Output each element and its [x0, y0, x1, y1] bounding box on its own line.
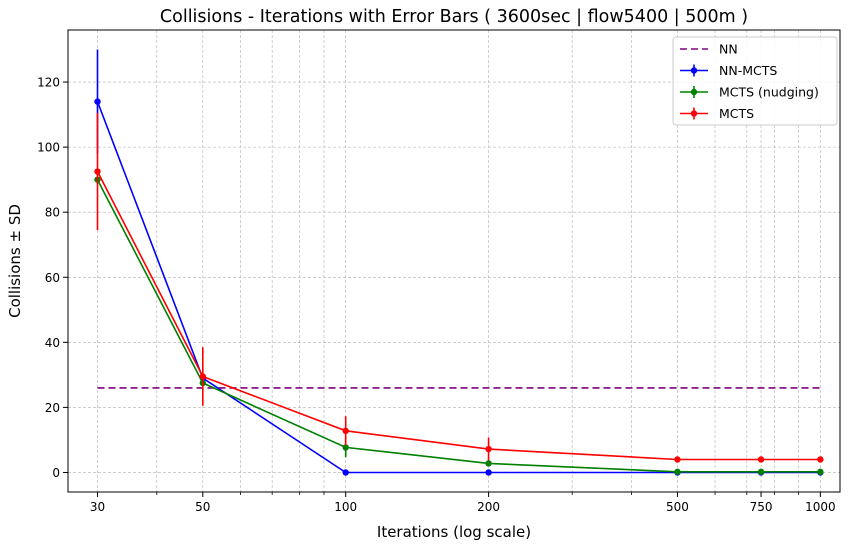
x-tick-label: 50: [195, 500, 210, 514]
plot-series: [94, 49, 824, 476]
legend-marker: [690, 110, 698, 117]
data-point: [94, 98, 101, 105]
data-point: [757, 456, 765, 463]
data-point: [485, 469, 492, 476]
data-point: [674, 468, 681, 476]
y-tick-label: 60: [45, 271, 60, 285]
data-point: [199, 373, 207, 380]
x-tick-label: 100: [334, 500, 357, 514]
data-point: [342, 427, 349, 435]
data-point: [94, 168, 101, 175]
y-tick-label: 0: [52, 466, 60, 480]
x-axis-label: Iterations (log scale): [377, 523, 531, 541]
y-tick-label: 120: [37, 76, 60, 90]
data-point: [485, 445, 492, 453]
series-line: [96, 101, 821, 474]
legend-label: MCTS (nudging): [719, 85, 819, 100]
x-tick-label: 30: [90, 500, 105, 514]
legend-label: MCTS: [719, 106, 754, 121]
y-tick-label: 80: [45, 206, 60, 220]
legend: NN NN-MCTS MCTS (nudging) MCTS: [672, 36, 838, 126]
data-point: [817, 456, 824, 463]
y-axis-label: Collisions ± SD: [6, 204, 24, 318]
plot-area-frame: [67, 29, 841, 493]
axis-ticks: 30 50 100 200 500 750 1000 0 20 40 60 80 100 120: [37, 76, 836, 514]
x-tick-label: 200: [477, 500, 500, 514]
data-point: [757, 468, 765, 476]
data-point: [817, 468, 824, 476]
x-tick-label: 500: [666, 500, 689, 514]
legend-label: NN-MCTS: [719, 63, 777, 78]
y-tick-label: 20: [45, 401, 60, 415]
data-point: [342, 444, 349, 451]
series-line: [96, 179, 821, 473]
legend-label: NN: [719, 42, 738, 57]
data-point: [485, 460, 492, 467]
x-tick-label: 1000: [805, 500, 836, 514]
y-tick-label: 40: [45, 336, 60, 350]
chart-title: Collisions - Iterations with Error Bars …: [160, 7, 748, 27]
legend-frame: [672, 36, 838, 126]
y-tick-label: 100: [37, 141, 60, 155]
series-line: [96, 171, 821, 461]
data-point: [674, 456, 681, 463]
legend-marker: [690, 67, 698, 74]
data-point: [342, 469, 349, 476]
x-tick-label: 750: [750, 500, 773, 514]
legend-marker: [690, 88, 698, 96]
